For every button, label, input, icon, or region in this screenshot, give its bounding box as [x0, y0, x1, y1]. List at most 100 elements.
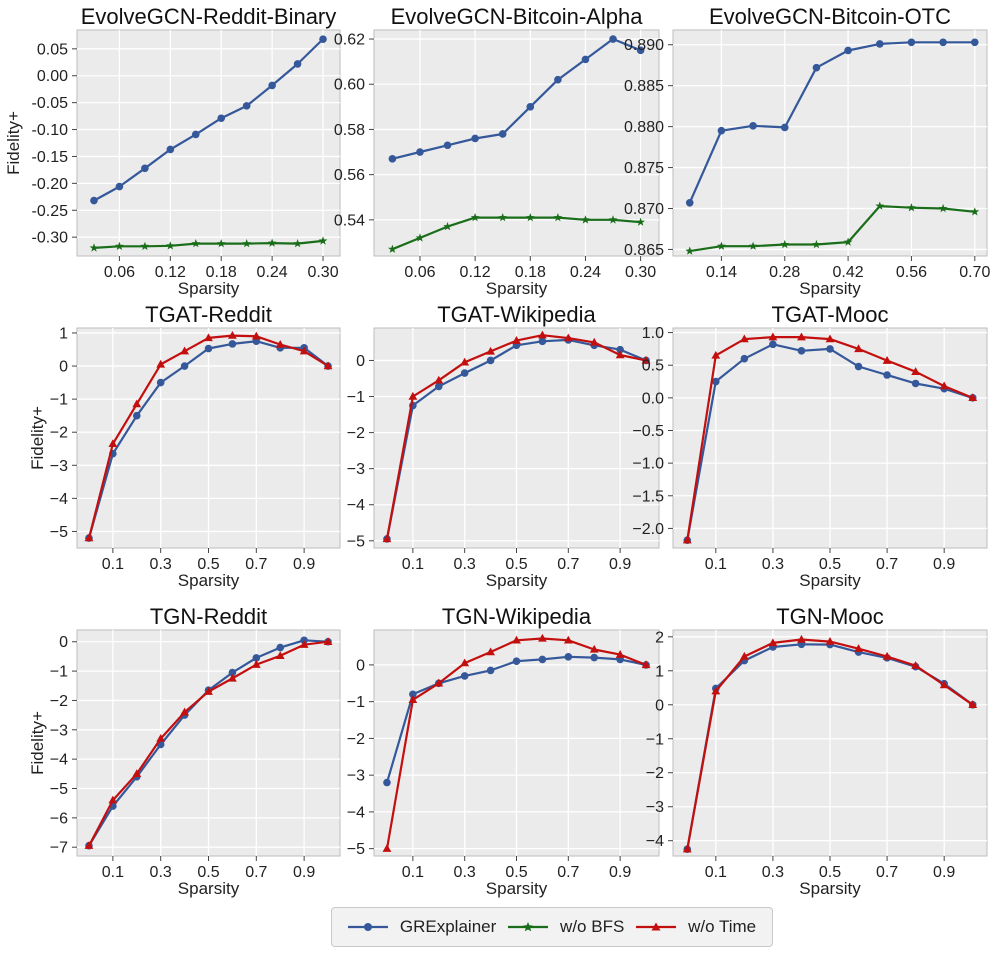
y-tick-label: 0.56 — [334, 167, 365, 184]
chart-title: TGN-Mooc — [776, 604, 884, 629]
data-point — [968, 700, 978, 708]
data-point — [204, 333, 213, 342]
data-point — [525, 213, 535, 222]
data-point — [228, 668, 237, 677]
chart-tgn-mooc: 0.1 0.3 0.5 0.7 0.9 −4 −3 −2 −1 0 1 2 TGN-Mooc Sparsi… — [646, 604, 988, 898]
series-w-o-time — [382, 633, 651, 852]
figure-canvas: 0.06 0.12 0.18 0.24 0.30-0.30-0.25-0.20-0.15… — [4, 4, 991, 898]
y-tick-label: −6 — [50, 810, 68, 827]
x-axis-label: Sparsity — [486, 879, 548, 898]
data-point — [740, 354, 749, 363]
chart-title: TGAT-Reddit — [145, 302, 272, 327]
data-point — [717, 126, 726, 135]
x-tick-label: 0.42 — [833, 264, 864, 281]
data-point — [682, 535, 692, 544]
y-tick-label: -0.15 — [32, 149, 69, 166]
data-point — [140, 241, 150, 250]
data-point — [711, 686, 721, 695]
data-point — [486, 356, 495, 365]
x-tick-label: 0.9 — [933, 556, 955, 573]
legend-marker-triangle — [636, 922, 677, 931]
data-point — [854, 362, 863, 371]
y-tick-label: −4 — [646, 833, 664, 850]
series-line — [391, 216, 641, 251]
data-point — [564, 653, 573, 661]
data-point — [382, 844, 392, 852]
chart-tgn-reddit: 0.1 0.3 0.5 0.7 0.9 −7 −6 −5 −4 −3 −2 −1 0 TGN-Reddit… — [28, 604, 341, 898]
data-point — [553, 213, 563, 222]
x-axis-label: Sparsity — [799, 571, 861, 590]
legend: GRExplainer w/o BFS w/o Time — [331, 907, 773, 947]
data-point — [141, 164, 149, 173]
y-tick-label: −3 — [347, 768, 365, 785]
data-point — [748, 241, 758, 250]
data-point — [581, 215, 590, 224]
legend-item-wo-time: w/o Time — [636, 917, 756, 937]
y-tick-label: -0.20 — [32, 176, 69, 193]
data-point — [682, 844, 692, 853]
x-tick-label: 0.1 — [102, 864, 124, 881]
series-w-o-time — [682, 332, 978, 544]
x-tick-label: 0.9 — [293, 556, 315, 573]
data-point — [132, 769, 142, 778]
data-point — [299, 640, 309, 648]
chart-evolvegcn-bitcoin-otc: 0.14 0.28 0.42 0.56 0.70 0.865 0.870 0.875 0.880… — [624, 4, 991, 298]
x-tick-label: 0.28 — [769, 264, 800, 281]
data-point — [911, 367, 921, 375]
data-point — [939, 38, 947, 47]
data-point — [388, 155, 397, 163]
y-tick-label: −2 — [50, 693, 68, 710]
x-tick-label: 0.70 — [959, 264, 990, 281]
legend-label: w/o BFS — [560, 917, 625, 936]
data-point — [115, 182, 124, 191]
data-point — [228, 331, 237, 339]
data-point — [768, 638, 778, 647]
data-point — [812, 239, 821, 249]
y-tick-label: 0 — [655, 697, 664, 714]
data-point — [166, 145, 175, 154]
data-point — [970, 207, 980, 216]
data-point — [512, 635, 521, 644]
y-tick-label: 0.05 — [37, 41, 68, 58]
data-point — [460, 369, 469, 377]
y-tick-label: 0 — [356, 353, 365, 370]
data-point — [882, 651, 892, 660]
data-point — [132, 411, 141, 420]
x-tick-label: 0.12 — [155, 264, 186, 281]
x-tick-label: 0.9 — [609, 556, 631, 573]
data-point — [854, 644, 863, 652]
x-tick-label: 0.5 — [819, 556, 841, 573]
y-axis-label: Fidelity+ — [4, 111, 23, 175]
y-tick-label: 1 — [59, 325, 68, 342]
data-point — [191, 130, 200, 139]
x-tick-label: 0.1 — [102, 556, 124, 573]
y-tick-label: −7 — [50, 840, 68, 857]
data-point — [797, 347, 806, 355]
data-point — [538, 330, 547, 339]
data-point — [242, 239, 252, 248]
data-point — [717, 241, 726, 250]
data-point — [470, 213, 480, 222]
chart-title: TGAT-Wikipedia — [437, 302, 596, 327]
data-point — [615, 350, 625, 359]
chart-tgat-mooc: 0.1 0.3 0.5 0.7 0.9 −2.0 −1.5 −1.0 −0.5 0.0 0.5 1.0… — [632, 302, 988, 590]
data-point — [299, 346, 309, 355]
legend-item-grexplainer: GRExplainer — [347, 917, 496, 937]
y-tick-label: -0.30 — [32, 230, 69, 247]
y-tick-label: 0.62 — [334, 32, 365, 49]
x-tick-label: 0.06 — [104, 264, 135, 281]
chart-title: EvolveGCN-Bitcoin-Alpha — [391, 4, 644, 29]
data-point — [252, 654, 261, 662]
data-point — [89, 243, 99, 252]
data-point — [108, 795, 118, 804]
x-axis-label: Sparsity — [486, 279, 548, 298]
y-tick-label: 0.58 — [334, 122, 365, 139]
data-point — [797, 332, 806, 341]
data-point — [825, 636, 835, 645]
series-line — [93, 239, 324, 249]
data-point — [275, 651, 285, 660]
y-tick-label: −4 — [347, 804, 365, 821]
y-tick-label: 0.00 — [37, 68, 68, 85]
x-tick-label: 0.3 — [454, 556, 476, 573]
x-tick-label: 0.5 — [819, 864, 841, 881]
